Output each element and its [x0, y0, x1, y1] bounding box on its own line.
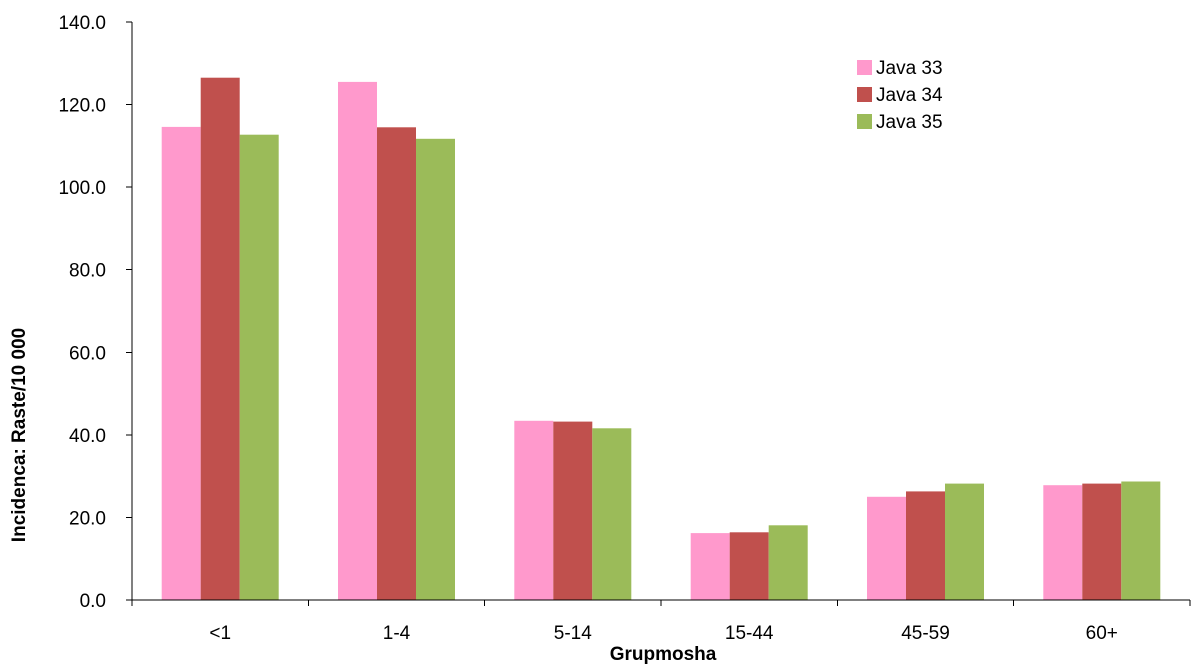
bar-java-33-5-14 [514, 420, 554, 600]
y-tick-label: 20.0 [69, 508, 106, 529]
bar-java-33-1-4 [338, 81, 377, 600]
bar-java-34-45-59 [906, 491, 945, 600]
bar-java-34-5-14 [553, 421, 593, 600]
x-tick-label: 60+ [1086, 623, 1118, 644]
y-tick-label: 40.0 [69, 426, 106, 447]
bar-java-35-1-4 [416, 138, 455, 601]
bar-java-35-45-59 [945, 483, 984, 600]
bar-java-33-<1 [161, 126, 201, 601]
legend-label: Java 34 [876, 85, 943, 106]
y-tick-label: 120.0 [58, 96, 106, 117]
legend-label: Java 35 [876, 112, 943, 133]
bar-java-34-15-44 [729, 532, 769, 600]
bar-java-33-60+ [1043, 485, 1083, 600]
legend: Java 33 Java 34 Java 35 [857, 58, 943, 133]
axes-layer [126, 22, 1190, 601]
bar-java-35-60+ [1121, 481, 1161, 600]
x-axis-title: Grupmosha [610, 644, 717, 664]
legend-swatch [857, 87, 872, 102]
y-tick-label: 140.0 [58, 13, 106, 34]
legend-swatch [857, 60, 872, 75]
bar-java-33-45-59 [867, 496, 906, 600]
x-tick-label: <1 [209, 623, 231, 644]
bars-layer [161, 77, 1161, 601]
y-tick-label: 60.0 [69, 343, 106, 364]
x-tick-label: 15-44 [725, 623, 774, 644]
x-tick-label: 5-14 [554, 623, 592, 644]
legend-label: Java 33 [876, 58, 943, 79]
bar-java-33-15-44 [690, 533, 730, 600]
y-tick-label: 100.0 [58, 178, 106, 199]
bar-java-35-15-44 [768, 525, 808, 600]
y-tick-label: 80.0 [69, 261, 106, 282]
bar-java-34-1-4 [377, 127, 416, 601]
bar-java-35-<1 [239, 134, 279, 600]
bar-java-34-<1 [200, 77, 240, 600]
ticks-layer: <1 1-4 5-14 15-44 45-59 60+ 0.0 20.0 40.0 60.0 80.… [58, 13, 1191, 644]
x-tick-label: 45-59 [901, 623, 950, 644]
bar-java-35-5-14 [592, 428, 632, 600]
x-tick-label: 1-4 [383, 623, 411, 644]
y-tick-label: 0.0 [80, 591, 106, 612]
legend-swatch [857, 114, 872, 129]
y-axis-title: Incidenca: Raste/10 000 [9, 328, 30, 542]
bar-java-34-60+ [1082, 483, 1122, 600]
